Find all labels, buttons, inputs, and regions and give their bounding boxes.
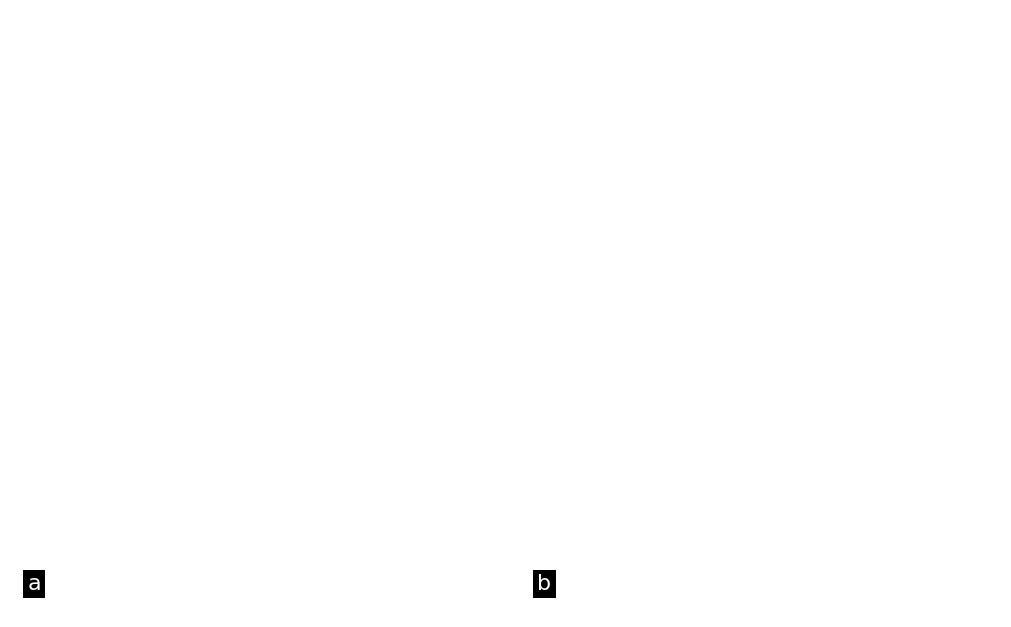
Text: a: a: [27, 574, 41, 594]
Text: b: b: [538, 574, 551, 594]
